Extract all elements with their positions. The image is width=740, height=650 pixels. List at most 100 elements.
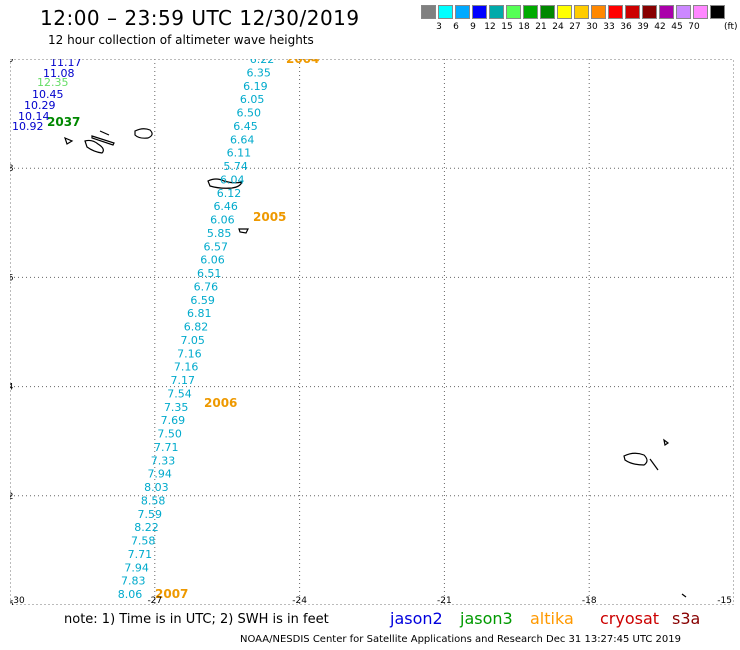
scale-swatch (710, 5, 725, 19)
wave-height-label: 7.17 (171, 374, 196, 387)
page-title: 12:00 – 23:59 UTC 12/30/2019 (40, 6, 360, 30)
wave-height-label: 12.35 (37, 76, 69, 89)
wave-height-label: 6.57 (204, 240, 229, 253)
scale-swatch (574, 5, 589, 19)
scale-label: 3 (436, 22, 442, 32)
wave-height-label: 7.94 (147, 468, 172, 481)
island-outline (207, 178, 243, 189)
wave-height-label: 11.17 (50, 59, 82, 69)
wave-height-label: 7.58 (131, 535, 156, 548)
wave-height-label: 7.71 (154, 441, 179, 454)
pass-time-labels: 2037 2004 2005 2006 2007 (47, 59, 319, 601)
island-outline (64, 136, 74, 145)
main-track-labels: 6.226.356.196.056.506.456.646.115.746.04… (118, 59, 275, 601)
wave-height-label: 7.54 (167, 387, 192, 400)
wave-height-label: 7.16 (177, 347, 202, 360)
wave-height-label: 6.45 (233, 120, 258, 133)
wave-height-label: 6.50 (237, 107, 262, 120)
longitude-label: -18 (582, 596, 597, 605)
wave-height-label: 6.06 (200, 254, 225, 267)
scale-label: 33 (603, 22, 615, 32)
wave-height-label: 5.85 (207, 227, 232, 240)
scale-swatch (608, 5, 623, 19)
scale-swatch (659, 5, 674, 19)
wave-height-label: 6.76 (194, 280, 219, 293)
scale-swatch (540, 5, 555, 19)
satellite-legend-cryosat: cryosat (600, 609, 660, 628)
pass-time-label: 2037 (47, 115, 80, 129)
wave-height-label: 6.82 (184, 321, 209, 334)
wave-height-label: 7.16 (174, 361, 199, 374)
latitude-tick-labels: 40 38 36 34 32 30 (10, 59, 14, 605)
wave-height-label: 6.12 (217, 187, 242, 200)
wave-height-label: 6.64 (230, 133, 255, 146)
land-outlines (64, 128, 687, 598)
wave-height-label: 7.59 (138, 508, 163, 521)
wave-height-label: 5.74 (223, 160, 248, 173)
scale-swatch (557, 5, 572, 19)
footer-credit: NOAA/NESDIS Center for Satellite Applica… (240, 634, 682, 645)
latitude-label: 30 (10, 601, 14, 605)
scale-label: 12 (484, 22, 496, 32)
satellite-legend-s3a: s3a (672, 609, 701, 628)
scale-swatch (676, 5, 691, 19)
longitude-label: -15 (717, 596, 732, 605)
wave-height-label: 7.05 (180, 334, 205, 347)
scale-label: 24 (552, 22, 564, 32)
scale-label: 15 (501, 22, 513, 32)
wave-height-label: 6.81 (187, 307, 212, 320)
scale-swatch (642, 5, 657, 19)
wave-height-label: 7.33 (151, 454, 176, 467)
scale-swatch (489, 5, 504, 19)
scale-label: 27 (569, 22, 581, 32)
wave-height-label: 7.83 (121, 575, 146, 588)
scale-label: 9 (470, 22, 476, 32)
wave-height-label: 6.05 (240, 93, 265, 106)
scale-label: 18 (518, 22, 530, 32)
wave-height-label: 8.58 (141, 494, 166, 507)
island-outline (238, 228, 249, 234)
wave-height-label: 8.22 (134, 521, 159, 534)
scale-swatch (625, 5, 640, 19)
longitude-tick-labels: -30 -27 -24 -21 -18 -15 (10, 596, 732, 605)
pass-time-label: 2005 (253, 210, 286, 224)
map-frame (10, 59, 734, 605)
scale-swatch (455, 5, 470, 19)
wave-height-label: 7.94 (124, 561, 149, 574)
scale-label: 70 (688, 22, 700, 32)
scale-swatch (421, 5, 436, 19)
page-subtitle: 12 hour collection of altimeter wave hei… (48, 33, 314, 47)
scale-swatch (472, 5, 487, 19)
map-grid (10, 59, 734, 605)
latitude-label: 34 (10, 383, 14, 393)
scale-label: 42 (654, 22, 666, 32)
scale-label: 6 (453, 22, 459, 32)
wave-height-label: 8.06 (118, 588, 143, 601)
island-outline (681, 593, 687, 598)
island-outline (99, 130, 110, 136)
wave-height-label: 7.71 (128, 548, 153, 561)
scale-swatch (693, 5, 708, 19)
wave-height-label: 8.03 (144, 481, 169, 494)
wave-height-label: 6.46 (213, 200, 238, 213)
wave-height-label: 7.50 (157, 428, 182, 441)
pass-time-label: 2006 (204, 396, 237, 410)
latitude-label: 32 (10, 492, 13, 502)
scale-swatch (523, 5, 538, 19)
wave-height-label: 7.69 (161, 414, 186, 427)
latitude-label: 40 (10, 59, 14, 65)
island-outline (91, 135, 115, 146)
wave-height-label: 6.22 (250, 59, 275, 66)
island-outline (649, 458, 659, 471)
island-outline (623, 452, 648, 466)
wave-height-label: 6.06 (210, 214, 235, 227)
scale-unit: (ft) (724, 22, 738, 32)
scale-swatch (591, 5, 606, 19)
scale-swatch (506, 5, 521, 19)
satellite-legend-jason2: jason2 (390, 609, 443, 628)
wave-height-label: 10.14 (18, 110, 50, 123)
island-outline (84, 139, 104, 154)
wave-height-label: 6.51 (197, 267, 222, 280)
scale-label: 39 (637, 22, 649, 32)
